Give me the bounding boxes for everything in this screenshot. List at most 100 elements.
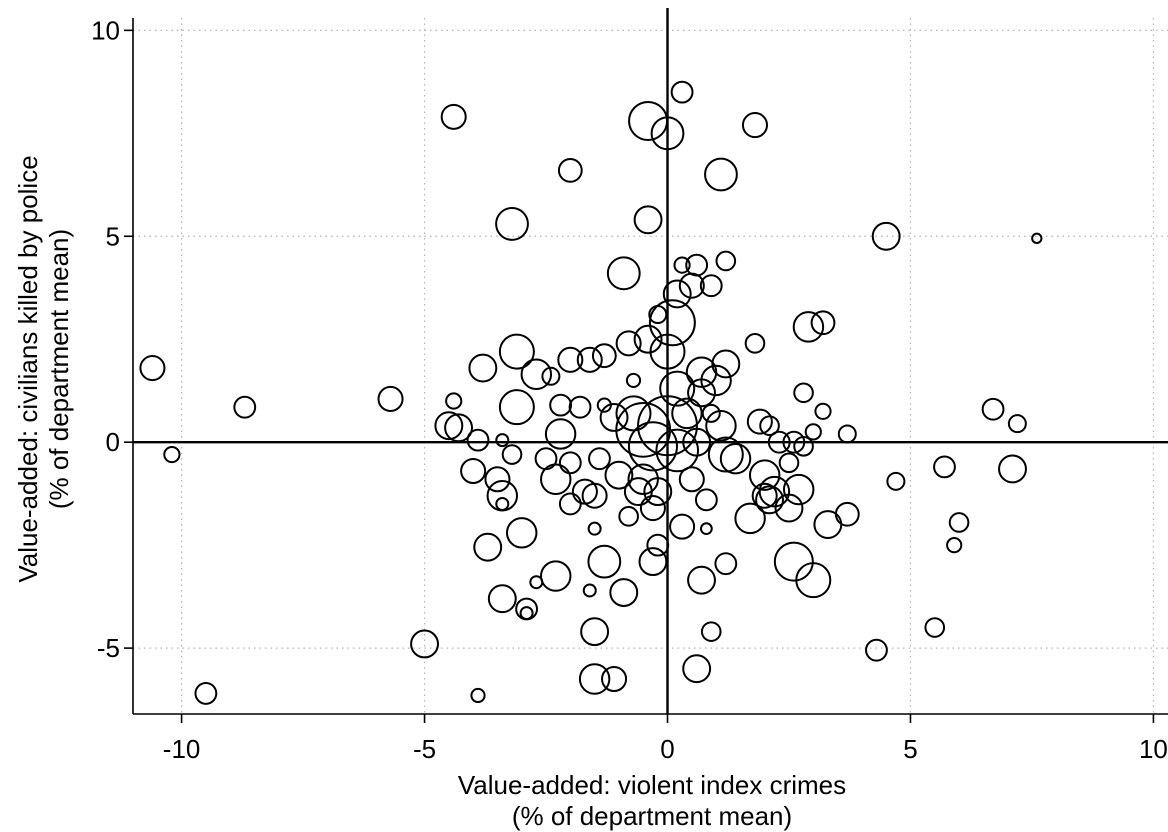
data-point xyxy=(814,402,832,420)
y-axis-title-line1: Value-added: civilians killed by police xyxy=(13,155,43,582)
data-point xyxy=(558,492,582,516)
data-point xyxy=(495,207,529,241)
data-point xyxy=(643,477,673,507)
data-point xyxy=(946,537,963,554)
data-point xyxy=(871,221,901,251)
data-point xyxy=(637,395,698,457)
data-point xyxy=(604,460,634,490)
data-point xyxy=(557,157,583,183)
data-point xyxy=(981,397,1005,421)
data-point xyxy=(541,366,561,386)
data-point xyxy=(578,663,611,695)
y-tick-label: 10 xyxy=(91,15,120,45)
data-point xyxy=(470,687,486,704)
y-axis-title-line2: (% of department mean) xyxy=(44,229,74,509)
data-point xyxy=(711,349,741,379)
data-point xyxy=(540,463,572,495)
data-point xyxy=(233,395,257,419)
data-point xyxy=(759,415,780,437)
data-point xyxy=(139,355,166,382)
data-point xyxy=(487,584,517,614)
data-point xyxy=(506,517,538,549)
data-point xyxy=(751,482,778,509)
data-point xyxy=(410,629,439,659)
data-point xyxy=(440,103,467,130)
data-point xyxy=(810,310,836,336)
data-point xyxy=(700,522,713,536)
data-point xyxy=(618,506,639,527)
tick-labels: -10 -5 0 5 10 -5 0 5 10 xyxy=(91,15,1168,764)
data-point xyxy=(778,452,800,474)
data-point xyxy=(719,442,752,475)
data-point xyxy=(445,392,463,410)
data-point xyxy=(587,544,622,579)
data-point xyxy=(473,532,503,562)
data-point xyxy=(648,305,668,325)
data-point xyxy=(669,513,696,540)
data-point xyxy=(659,370,696,407)
data-point xyxy=(704,157,738,192)
data-point xyxy=(837,424,857,444)
data-point xyxy=(795,562,832,599)
x-tick-label: 0 xyxy=(660,734,674,764)
data-point xyxy=(495,496,510,511)
data-point xyxy=(601,665,628,693)
data-point xyxy=(767,430,791,454)
data-point xyxy=(748,459,781,491)
data-point xyxy=(549,393,573,417)
data-point xyxy=(782,473,815,506)
data-point xyxy=(933,455,956,479)
data-point xyxy=(755,485,784,515)
data-point xyxy=(707,436,744,473)
data-point xyxy=(700,364,732,397)
data-point xyxy=(434,411,464,441)
data-point xyxy=(662,279,692,309)
x-axis-title-line1: Value-added: violent index crimes xyxy=(458,770,846,800)
data-point xyxy=(1031,232,1043,244)
data-point xyxy=(834,501,860,527)
data-point xyxy=(444,413,474,443)
data-point xyxy=(633,324,663,354)
data-point xyxy=(581,482,608,509)
data-point xyxy=(773,541,814,582)
data-point xyxy=(529,575,544,590)
data-point xyxy=(615,395,652,432)
data-point xyxy=(813,510,843,539)
data-point xyxy=(633,205,663,235)
data-point xyxy=(484,466,511,493)
x-tick-label: 5 xyxy=(903,734,917,764)
data-point xyxy=(557,346,584,373)
data-point xyxy=(741,112,768,139)
data-point xyxy=(687,378,716,408)
data-point xyxy=(948,512,970,533)
data-point xyxy=(486,480,519,512)
data-point xyxy=(804,423,822,441)
data-point xyxy=(606,256,641,291)
y-tick-label: 5 xyxy=(106,221,120,251)
data-point xyxy=(744,333,766,354)
data-point xyxy=(639,495,666,522)
data-point xyxy=(638,547,668,577)
data-point xyxy=(558,451,582,475)
data-point xyxy=(793,382,814,404)
data-point xyxy=(515,597,539,621)
data-point xyxy=(627,463,659,495)
data-point xyxy=(673,256,691,274)
data-point xyxy=(580,617,610,647)
data-point xyxy=(588,447,611,471)
data-point xyxy=(615,401,672,458)
data-point xyxy=(520,358,553,390)
data-point xyxy=(886,471,906,491)
data-point xyxy=(746,408,773,435)
data-point xyxy=(599,403,629,432)
data-point xyxy=(587,521,602,536)
data-point xyxy=(576,346,603,373)
data-point xyxy=(700,621,722,642)
data-point xyxy=(468,353,498,383)
data-point xyxy=(774,493,804,523)
data-point xyxy=(540,560,572,592)
data-point xyxy=(498,333,535,370)
data-point xyxy=(793,435,814,457)
data-point xyxy=(701,403,721,423)
